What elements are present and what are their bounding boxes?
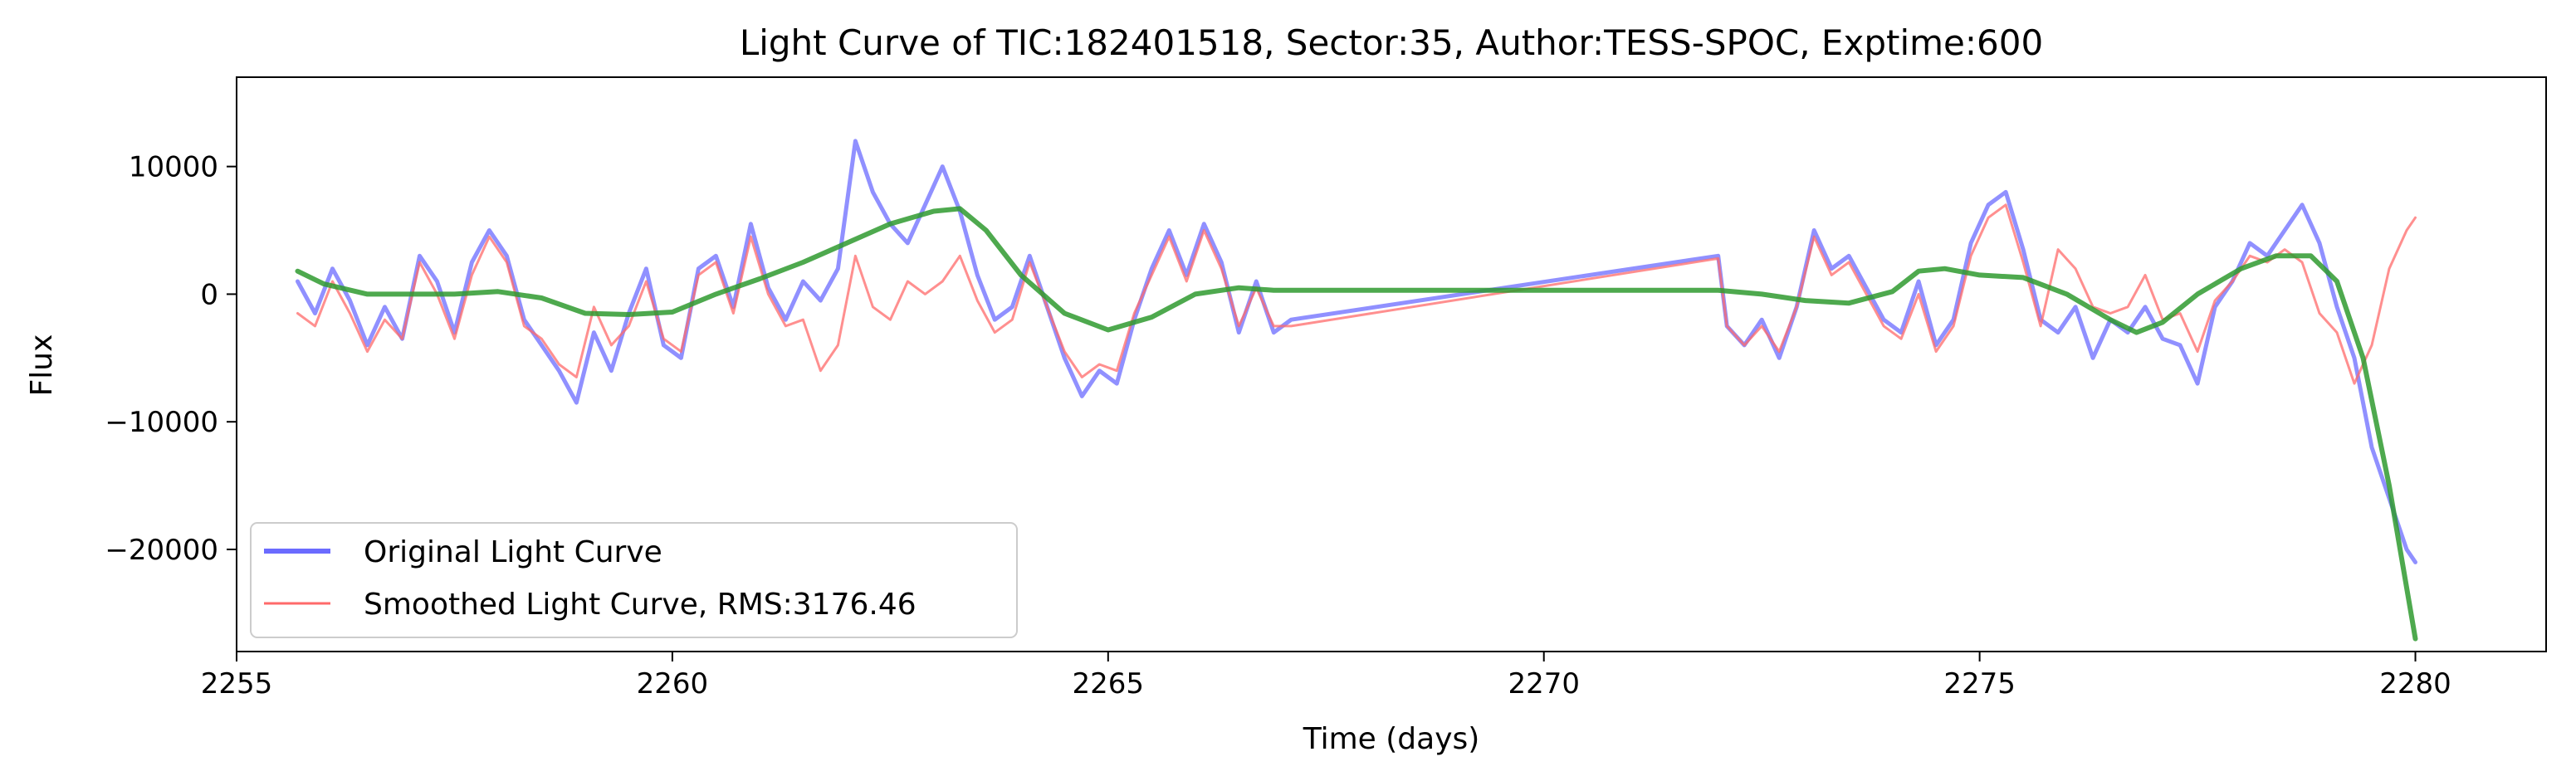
series-smoothed-line	[296, 203, 2417, 385]
legend-label-original: Original Light Curve	[364, 535, 662, 569]
y-axis-label: Flux	[25, 334, 59, 397]
y-tick-label: 10000	[129, 151, 218, 184]
series-layer	[295, 139, 2418, 642]
x-tick-label: 2255	[201, 667, 273, 700]
x-tick-label: 2275	[1943, 667, 2016, 700]
x-tick-label: 2280	[2379, 667, 2451, 700]
plot-frame	[236, 76, 2547, 652]
x-tick-label: 2260	[637, 667, 709, 700]
series-trend-line	[295, 206, 2418, 642]
x-tick-label: 2270	[1508, 667, 1580, 700]
y-axis-ticks: 10000 0 −10000 −20000	[105, 151, 237, 567]
legend: Original Light Curve Smoothed Light Curv…	[250, 522, 1018, 638]
y-tick-label: −10000	[105, 406, 218, 439]
series-original-line	[296, 139, 2417, 564]
chart-title: Light Curve of TIC:182401518, Sector:35,…	[740, 22, 2043, 63]
x-tick-label: 2265	[1073, 667, 1145, 700]
y-tick-label: 0	[200, 278, 218, 311]
y-tick-label: −20000	[105, 534, 218, 567]
legend-box	[250, 522, 1018, 638]
legend-label-smoothed: Smoothed Light Curve, RMS:3176.46	[364, 588, 917, 622]
x-axis-label: Time (days)	[1303, 722, 1480, 756]
x-axis-ticks: 2255 2260 2265 2270 2275 2280	[201, 652, 2451, 700]
